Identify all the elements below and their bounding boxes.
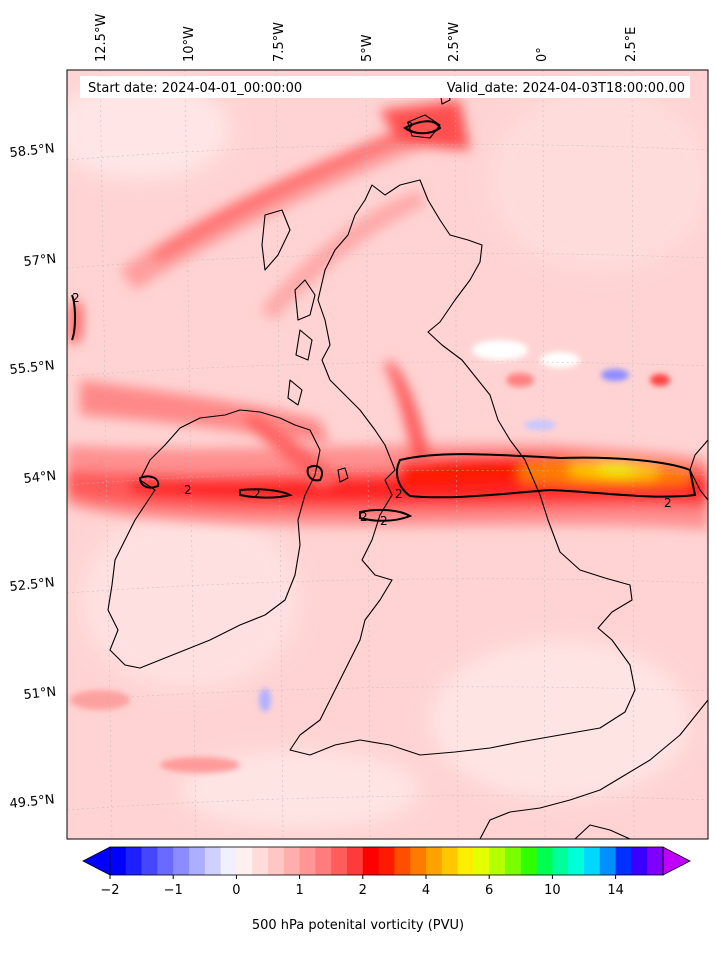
colorbar-swatch	[552, 847, 569, 875]
colorbar-tick-label: −1	[164, 883, 183, 898]
lat-label: 58.5°N	[9, 141, 55, 161]
colorbar-tick-label: 4	[422, 883, 430, 898]
colorbar-swatch	[331, 847, 348, 875]
colorbar-extend-high	[662, 846, 691, 876]
colorbar-extend-low	[82, 846, 111, 876]
colorbar-swatch	[584, 847, 601, 875]
contour-label: 2	[253, 487, 261, 501]
colorbar-swatch	[141, 847, 158, 875]
colorbar-tick-label: 1	[295, 883, 303, 898]
colorbar-swatch	[647, 847, 664, 875]
colorbar-swatch	[252, 847, 269, 875]
colorbar-swatch	[268, 847, 285, 875]
lon-label: 10°W	[182, 26, 197, 62]
lon-label: 2.5°E	[624, 27, 639, 62]
date-header: Start date: 2024-04-01_00:00:00 Valid_da…	[80, 76, 690, 98]
colorbar-swatch	[615, 847, 632, 875]
colorbar-swatch	[599, 847, 617, 875]
colorbar-swatch	[125, 847, 143, 875]
longitude-labels: 12.5°W 10°W 7.5°W 5°W 2.5°W 0° 2.5°E	[94, 14, 639, 62]
start-date-label: Start date: 2024-04-01_00:00:00	[88, 81, 302, 96]
contour-label: 2	[72, 291, 80, 305]
contour-label: 2	[360, 510, 368, 524]
colorbar-tick-label: 14	[607, 883, 624, 898]
colorbar-swatch	[441, 847, 459, 875]
contour-label: 2	[664, 496, 672, 510]
colorbar-swatch	[173, 847, 190, 875]
colorbar-swatch	[536, 847, 553, 875]
colorbar-swatch	[236, 847, 253, 875]
colorbar-swatch	[204, 847, 222, 875]
contour-label: 2	[395, 487, 403, 501]
colorbar-swatch	[315, 847, 332, 875]
colorbar-swatch	[426, 847, 443, 875]
contour-label: 2	[380, 514, 388, 528]
pv-field: 2 2 2 2 2 2 2 2	[67, 70, 708, 839]
colorbar-swatch	[299, 847, 316, 875]
map-frame	[66, 69, 709, 840]
colorbar-tick-label: 2	[359, 883, 367, 898]
contour-label: 2	[184, 483, 192, 497]
lat-label: 57°N	[23, 252, 57, 270]
colorbar-tick-label: 0	[232, 883, 240, 898]
lat-label: 52.5°N	[9, 575, 55, 595]
colorbar-swatch	[362, 847, 380, 875]
lon-label: 0°	[535, 47, 550, 62]
colorbar-swatch	[505, 847, 522, 875]
colorbar: −2 −1 0 1 2 4 6 10 14	[82, 846, 691, 898]
lon-label: 2.5°W	[447, 22, 462, 62]
colorbar-swatch	[394, 847, 411, 875]
lon-label: 5°W	[360, 34, 375, 62]
colorbar-swatch	[473, 847, 490, 875]
valid-date-label: Valid_date: 2024-04-03T18:00:00.00	[447, 81, 685, 96]
lat-label: 51°N	[23, 685, 57, 703]
colorbar-swatch	[489, 847, 506, 875]
colorbar-tick-label: −2	[100, 883, 119, 898]
colorbar-swatch	[378, 847, 395, 875]
colorbar-swatch	[520, 847, 538, 875]
lon-label: 7.5°W	[272, 22, 287, 62]
colorbar-tick-label: 10	[544, 883, 561, 898]
colorbar-swatch	[189, 847, 206, 875]
colorbar-swatch	[631, 847, 648, 875]
colorbar-swatch	[283, 847, 301, 875]
colorbar-swatch	[457, 847, 474, 875]
colorbar-swatch	[110, 847, 127, 875]
colorbar-swatch	[157, 847, 174, 875]
colorbar-label: 500 hPa potenital vorticity (PVU)	[251, 918, 465, 933]
lat-label: 49.5°N	[9, 792, 55, 812]
colorbar-swatch	[568, 847, 585, 875]
latitude-labels: 58.5°N 57°N 55.5°N 54°N 52.5°N 51°N 49.5…	[9, 141, 57, 812]
colorbar-swatch	[220, 847, 237, 875]
colorbar-tick-label: 6	[485, 883, 493, 898]
lat-label: 55.5°N	[9, 358, 55, 378]
colorbar-swatch	[347, 847, 364, 875]
lon-label: 12.5°W	[94, 14, 109, 62]
lat-label: 54°N	[23, 469, 57, 487]
colorbar-swatch	[410, 847, 427, 875]
contour-label: 2	[406, 120, 414, 134]
colorbar-outline	[109, 846, 664, 876]
